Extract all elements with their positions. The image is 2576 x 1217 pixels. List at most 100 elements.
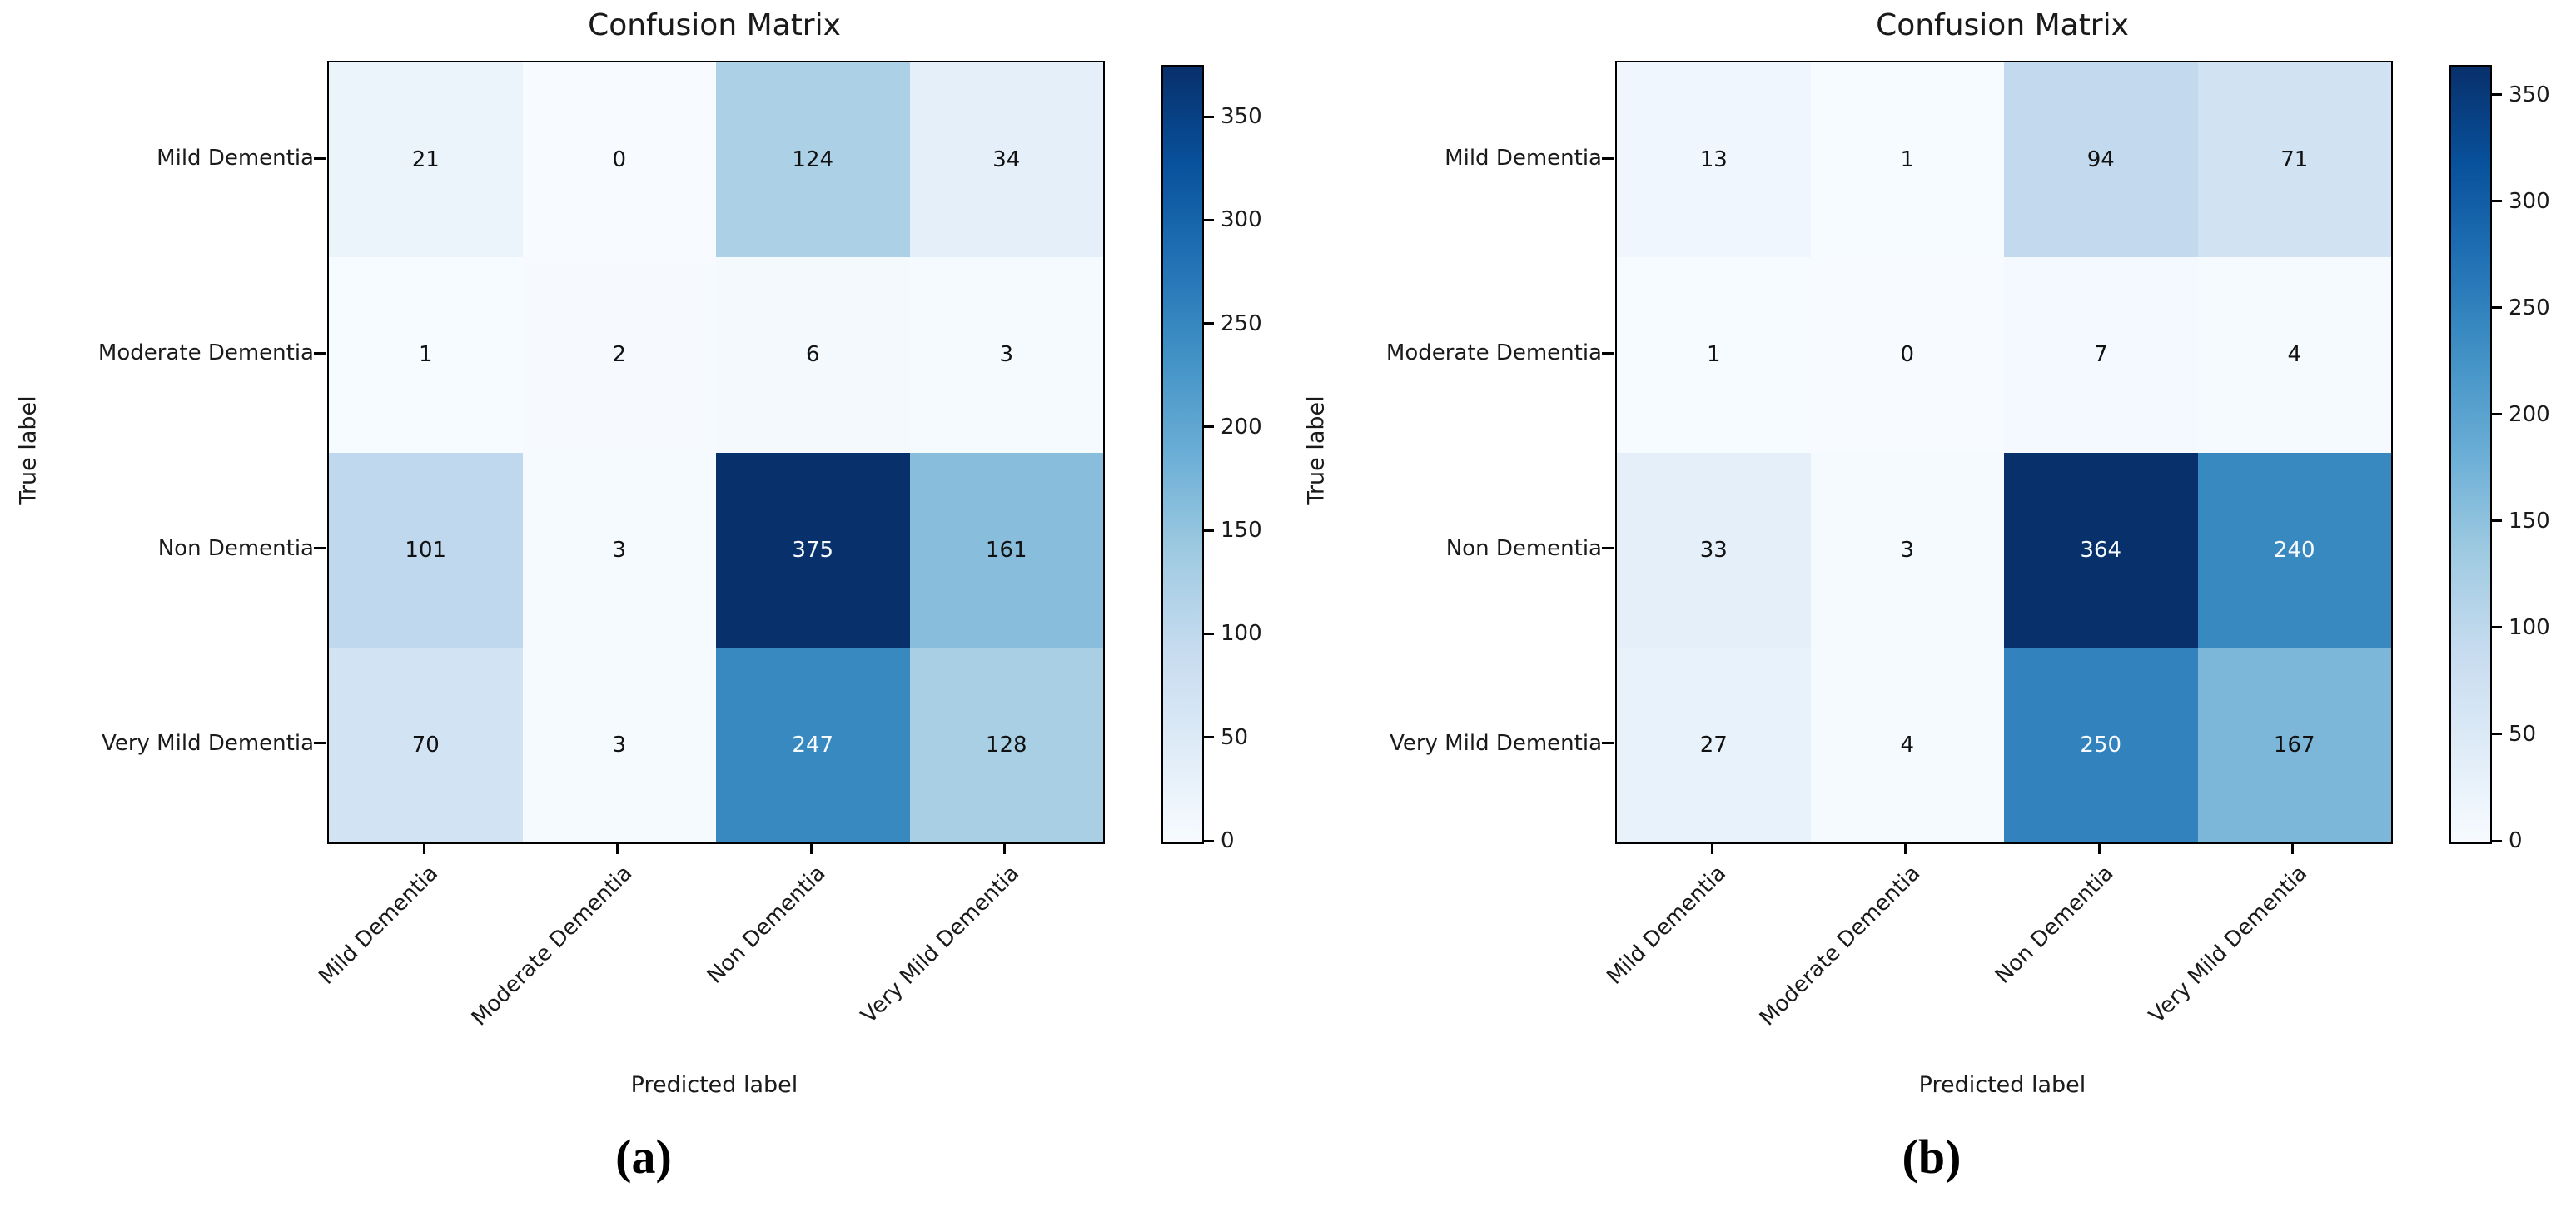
colorbar-tick-mark — [1202, 115, 1214, 118]
y-tick-mark — [314, 742, 326, 745]
chart-title: Confusion Matrix — [588, 8, 841, 42]
colorbar-tick-mark — [1202, 736, 1214, 739]
cell-value: 7 — [2093, 342, 2108, 368]
cell-value: 4 — [2287, 342, 2302, 368]
heatmap-cell: 0 — [522, 62, 716, 258]
y-tick-mark — [1602, 547, 1614, 550]
x-tick-label: Mild Dementia — [314, 861, 444, 990]
colorbar-tick-mark — [1202, 632, 1214, 635]
cell-value: 3 — [612, 537, 627, 563]
heatmap-cell: 250 — [2004, 647, 2198, 842]
x-tick-mark — [1710, 842, 1713, 854]
x-axis-title: Predicted label — [1918, 1072, 2086, 1098]
cell-value: 1 — [1706, 342, 1721, 368]
colorbar-tick-mark — [1202, 529, 1214, 532]
y-tick-label: Very Mild Dementia — [102, 730, 314, 756]
cell-value: 101 — [405, 537, 447, 563]
heatmap-cell: 6 — [716, 257, 910, 453]
cell-value: 124 — [792, 147, 834, 173]
colorbar-tick-mark — [1202, 322, 1214, 325]
heatmap-cell: 101 — [329, 452, 523, 648]
cell-value: 0 — [1900, 342, 1915, 368]
colorbar-tick-label: 50 — [2509, 721, 2537, 747]
cell-value: 364 — [2080, 537, 2122, 563]
heatmap-grid: 21 0 124 34 1 2 6 3 101 3 375 161 70 3 247 128 — [327, 61, 1105, 844]
x-tick-label: Non Dementia — [1990, 861, 2119, 989]
cell-value: 0 — [612, 147, 627, 173]
x-tick-label: Non Dementia — [702, 861, 831, 989]
cell-value: 6 — [805, 342, 820, 368]
colorbar-tick-label: 150 — [2509, 508, 2550, 534]
colorbar-tick-label: 100 — [1221, 621, 1262, 647]
cell-value: 33 — [1699, 537, 1728, 563]
heatmap-cell: 161 — [909, 452, 1103, 648]
heatmap-cell: 33 — [1617, 452, 1811, 648]
confusion-matrix-panel-a: Confusion Matrix True label 21 0 124 34 1 2 6 3… — [16, 8, 1262, 1184]
heatmap-cell: 1 — [1810, 62, 2004, 258]
colorbar-tick-label: 350 — [1221, 104, 1262, 130]
cell-value: 247 — [792, 732, 834, 758]
cell-value: 167 — [2273, 732, 2315, 758]
heatmap-cell: 124 — [716, 62, 910, 258]
colorbar-tick-label: 250 — [2509, 295, 2550, 320]
y-tick-label: Moderate Dementia — [1385, 340, 1602, 366]
y-tick-mark — [314, 156, 326, 160]
colorbar-tick-label: 200 — [2509, 401, 2550, 427]
cell-value: 375 — [792, 537, 834, 563]
panel-caption: (b) — [1902, 1130, 1962, 1184]
cell-value: 94 — [2086, 147, 2115, 173]
heatmap-cell: 4 — [2197, 257, 2391, 453]
y-tick-label: Non Dementia — [157, 535, 314, 561]
y-tick-label: Mild Dementia — [1445, 146, 1602, 171]
heatmap-cell: 375 — [716, 452, 910, 648]
colorbar-tick-label: 0 — [1221, 828, 1235, 853]
x-axis-title: Predicted label — [630, 1072, 798, 1098]
colorbar-tick-label: 300 — [1221, 207, 1262, 233]
heatmap-cell: 0 — [1810, 257, 2004, 453]
chart-title: Confusion Matrix — [1876, 8, 2129, 42]
heatmap-cell: 3 — [1810, 452, 2004, 648]
heatmap-cell: 364 — [2004, 452, 2198, 648]
heatmap-cell: 34 — [909, 62, 1103, 258]
x-tick-mark — [422, 842, 425, 854]
y-tick-mark — [1602, 156, 1614, 160]
colorbar-tick-label: 50 — [1221, 724, 1249, 750]
colorbar-tick-mark — [2490, 626, 2502, 629]
heatmap-cell: 94 — [2004, 62, 2198, 258]
heatmap-cell: 71 — [2197, 62, 2391, 258]
cell-value: 128 — [985, 732, 1027, 758]
cell-value: 2 — [612, 342, 627, 368]
colorbar-tick-mark — [2490, 413, 2502, 416]
x-tick-mark — [2291, 842, 2295, 854]
x-tick-label: Very Mild Dementia — [2144, 861, 2312, 1029]
colorbar-tick-label: 200 — [1221, 414, 1262, 440]
cell-value: 240 — [2273, 537, 2315, 563]
x-tick-label: Mild Dementia — [1602, 861, 1732, 990]
colorbar-tick-mark — [1202, 218, 1214, 221]
colorbar-tick-mark — [2490, 733, 2502, 736]
cell-value: 161 — [985, 537, 1027, 563]
x-tick-mark — [1904, 842, 1907, 854]
colorbar-tick-label: 0 — [2509, 828, 2523, 853]
y-tick-label: Non Dementia — [1445, 535, 1602, 561]
colorbar-tick-mark — [2490, 839, 2502, 842]
y-tick-label: Mild Dementia — [157, 146, 314, 171]
cell-value: 250 — [2080, 732, 2122, 758]
y-tick-mark — [1602, 742, 1614, 745]
cell-value: 13 — [1699, 147, 1728, 173]
y-tick-label: Very Mild Dementia — [1390, 730, 1602, 756]
colorbar-tick-mark — [1202, 425, 1214, 429]
cell-value: 3 — [612, 732, 627, 758]
cell-value: 70 — [411, 732, 440, 758]
x-tick-label: Very Mild Dementia — [856, 861, 1024, 1029]
heatmap-cell: 128 — [909, 647, 1103, 842]
heatmap-cell: 2 — [522, 257, 716, 453]
cell-value: 3 — [999, 342, 1014, 368]
x-tick-label: Moderate Dementia — [1754, 861, 1925, 1031]
colorbar-tick-label: 100 — [2509, 614, 2550, 640]
heatmap-cell: 167 — [2197, 647, 2391, 842]
heatmap-cell: 247 — [716, 647, 910, 842]
heatmap-cell: 3 — [522, 452, 716, 648]
x-tick-mark — [2097, 842, 2101, 854]
heatmap-cell: 13 — [1617, 62, 1811, 258]
